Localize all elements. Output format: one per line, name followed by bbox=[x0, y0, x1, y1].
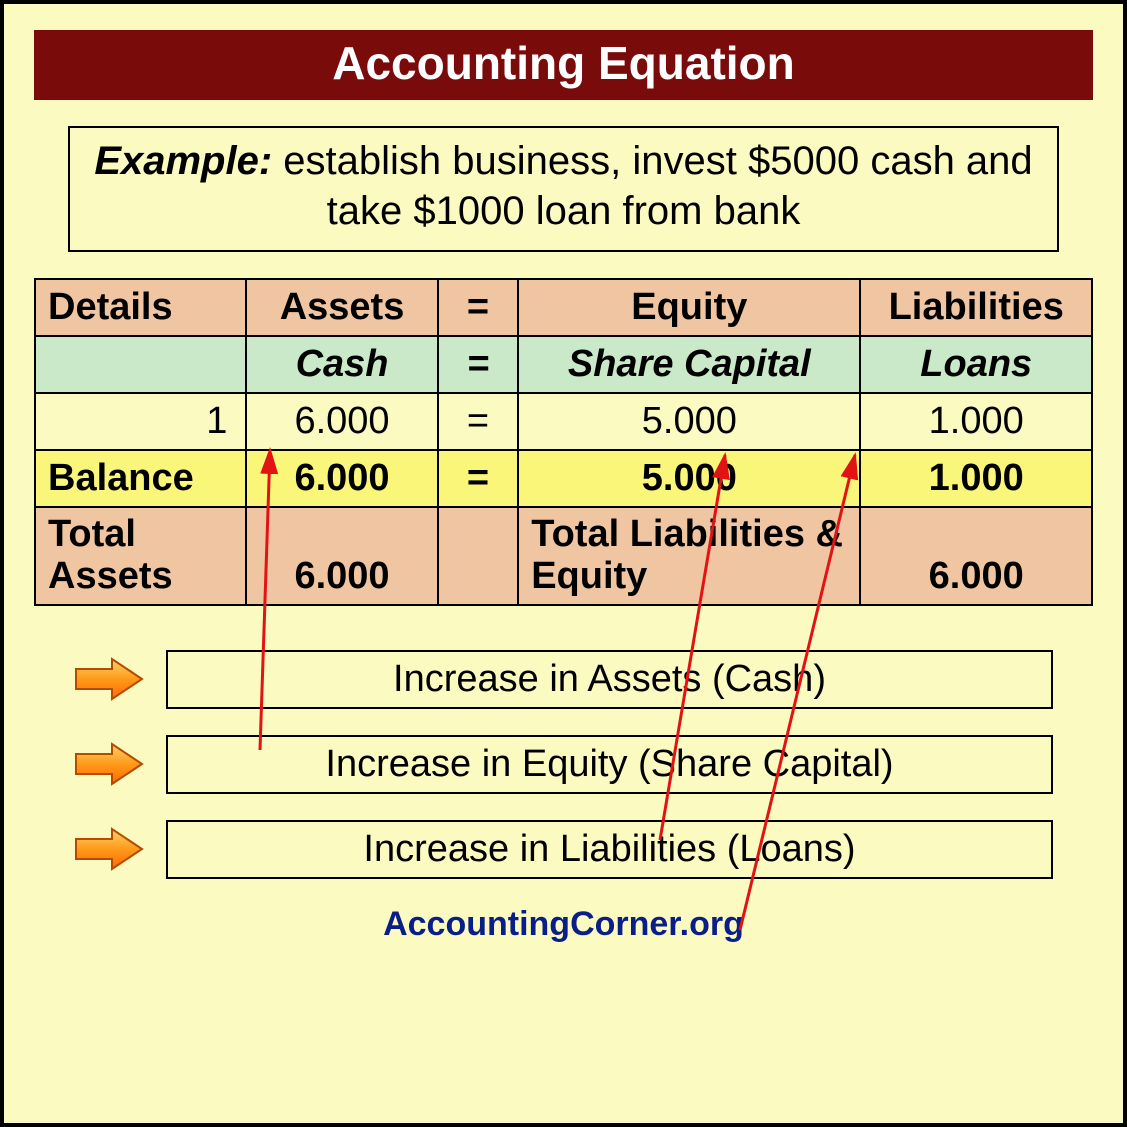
note-row: Increase in Liabilities (Loans) bbox=[74, 820, 1093, 879]
example-box: Example: establish business, invest $500… bbox=[68, 126, 1059, 252]
table-balance-row: Balance 6.000 = 5.000 1.000 bbox=[35, 450, 1092, 507]
tot-eq bbox=[438, 507, 519, 605]
bal-liabilities: 1.000 bbox=[860, 450, 1092, 507]
sub-liabilities: Loans bbox=[860, 336, 1092, 393]
tot-liabilities: 6.000 bbox=[860, 507, 1092, 605]
note-box: Increase in Liabilities (Loans) bbox=[166, 820, 1053, 879]
line-liabilities: 1.000 bbox=[860, 393, 1092, 450]
line-assets: 6.000 bbox=[246, 393, 437, 450]
sub-equity: Share Capital bbox=[518, 336, 860, 393]
hdr-eq: = bbox=[438, 279, 519, 336]
hdr-details: Details bbox=[35, 279, 246, 336]
notes-section: Increase in Assets (Cash) Increase in Eq… bbox=[34, 650, 1093, 879]
bal-details: Balance bbox=[35, 450, 246, 507]
note-row: Increase in Assets (Cash) bbox=[74, 650, 1093, 709]
hdr-assets: Assets bbox=[246, 279, 437, 336]
sub-assets: Cash bbox=[246, 336, 437, 393]
equation-table: Details Assets = Equity Liabilities Cash… bbox=[34, 278, 1093, 606]
page-frame: Accounting Equation Example: establish b… bbox=[0, 0, 1127, 1127]
note-box: Increase in Equity (Share Capital) bbox=[166, 735, 1053, 794]
sub-eq: = bbox=[438, 336, 519, 393]
note-box: Increase in Assets (Cash) bbox=[166, 650, 1053, 709]
footer: AccountingCorner.org bbox=[34, 905, 1093, 944]
bal-eq: = bbox=[438, 450, 519, 507]
example-lead: Example: bbox=[94, 139, 272, 183]
tot-equity-label: Total Liabilities & Equity bbox=[518, 507, 860, 605]
bal-equity: 5.000 bbox=[518, 450, 860, 507]
bullet-arrow-icon bbox=[74, 827, 144, 871]
note-text: Increase in Liabilities (Loans) bbox=[363, 828, 855, 870]
table-line-row: 1 6.000 = 5.000 1.000 bbox=[35, 393, 1092, 450]
tot-details: Total Assets bbox=[35, 507, 246, 605]
footer-text: AccountingCorner.org bbox=[383, 905, 744, 943]
hdr-equity: Equity bbox=[518, 279, 860, 336]
sub-details bbox=[35, 336, 246, 393]
example-text: establish business, invest $5000 cash an… bbox=[283, 139, 1032, 233]
bullet-arrow-icon bbox=[74, 657, 144, 701]
note-text: Increase in Equity (Share Capital) bbox=[325, 743, 893, 785]
line-equity: 5.000 bbox=[518, 393, 860, 450]
hdr-liabilities: Liabilities bbox=[860, 279, 1092, 336]
table-total-row: Total Assets 6.000 Total Liabilities & E… bbox=[35, 507, 1092, 605]
line-eq: = bbox=[438, 393, 519, 450]
table-header-row: Details Assets = Equity Liabilities bbox=[35, 279, 1092, 336]
line-details: 1 bbox=[35, 393, 246, 450]
banner: Accounting Equation bbox=[34, 30, 1093, 100]
note-row: Increase in Equity (Share Capital) bbox=[74, 735, 1093, 794]
bal-assets: 6.000 bbox=[246, 450, 437, 507]
note-text: Increase in Assets (Cash) bbox=[393, 658, 826, 700]
banner-title: Accounting Equation bbox=[332, 37, 795, 89]
tot-assets: 6.000 bbox=[246, 507, 437, 605]
table-subheader-row: Cash = Share Capital Loans bbox=[35, 336, 1092, 393]
bullet-arrow-icon bbox=[74, 742, 144, 786]
